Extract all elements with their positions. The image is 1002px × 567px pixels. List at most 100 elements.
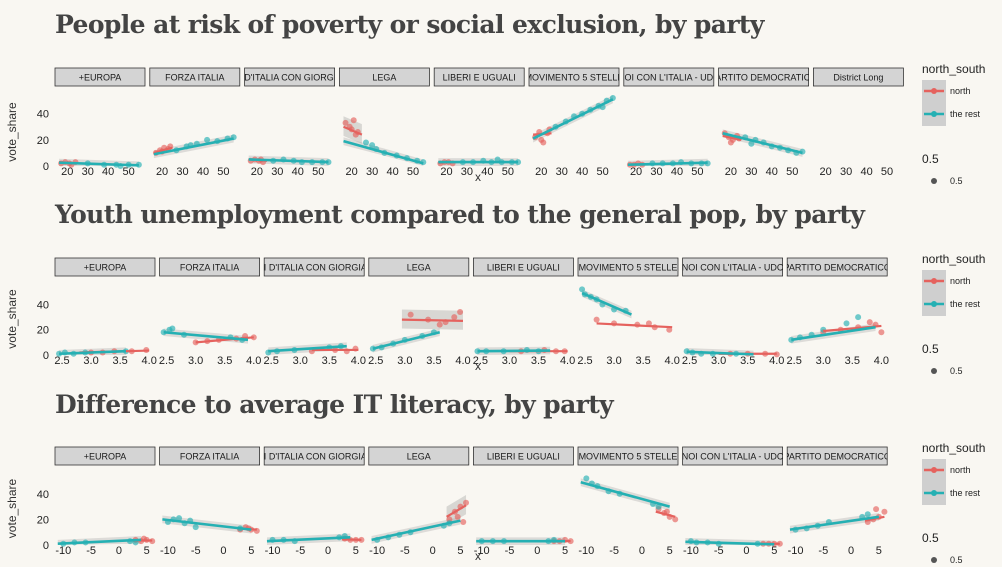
x-tick-label: 3.5 bbox=[635, 355, 650, 367]
north-point bbox=[460, 518, 467, 525]
rest-point bbox=[362, 139, 369, 146]
rest-point bbox=[369, 142, 376, 149]
facet-strip bbox=[338, 67, 430, 87]
x-tick-label: -5 bbox=[86, 545, 96, 557]
rest-fit-line bbox=[581, 291, 633, 316]
north-point bbox=[538, 136, 545, 143]
north-point bbox=[873, 506, 880, 513]
legend-size-point bbox=[931, 557, 937, 563]
x-tick-label: 20 bbox=[440, 166, 452, 178]
rest-fit-line bbox=[722, 132, 803, 155]
x-tick-label: 20 bbox=[61, 166, 73, 178]
north-point bbox=[881, 508, 888, 515]
x-tick-label: 3.5 bbox=[845, 355, 860, 367]
legend-key-point bbox=[931, 111, 937, 117]
rest-fit-line bbox=[477, 349, 551, 353]
y-axis-label: vote_share bbox=[5, 102, 19, 162]
x-tick-label: -5 bbox=[714, 545, 724, 557]
north-fit-line bbox=[722, 134, 742, 141]
x-tick-label: 20 bbox=[820, 166, 832, 178]
north-point bbox=[672, 516, 679, 523]
facet-strip-label: District Long bbox=[833, 73, 883, 83]
facet-strip-label: MOVIMENTO 5 STELLE bbox=[579, 263, 678, 273]
facet-strip bbox=[472, 446, 574, 466]
rest-point bbox=[843, 320, 850, 327]
rest-point bbox=[855, 314, 862, 321]
x-tick-label: 3.0 bbox=[711, 355, 726, 367]
north-fit-line bbox=[401, 318, 464, 322]
x-tick-label: 30 bbox=[461, 166, 473, 178]
facet-panel: NOI CON L'ITALIA - UDC 2.5 3.0 3.5 4.0 bbox=[682, 257, 784, 367]
legend-item-label: the rest bbox=[950, 488, 981, 498]
y-tick-label: 40 bbox=[37, 299, 49, 311]
legend-key-point bbox=[931, 301, 937, 307]
facet-panel: FRATELLI D'ITALIA CON GIORGIA MELONI -10 -… bbox=[263, 446, 365, 557]
facet-strip bbox=[54, 67, 146, 87]
facet-strip bbox=[433, 67, 525, 87]
facet-strip-label: FORZA ITALIA bbox=[180, 263, 239, 273]
x-tick-label: 2.5 bbox=[54, 355, 69, 367]
x-tick-label: 40 bbox=[197, 166, 209, 178]
legend-key-background bbox=[922, 80, 946, 126]
x-tick-label: -5 bbox=[609, 545, 619, 557]
facet-panel: PARTITO DEMOCRATICO 2.5 3.0 3.5 4.0 bbox=[787, 257, 889, 367]
facet-strip-label: FRATELLI D'ITALIA CON GIORGIA MELONI bbox=[200, 73, 378, 83]
x-tick-label: 3.0 bbox=[816, 355, 831, 367]
facet-strip-label: +EUROPA bbox=[84, 263, 127, 273]
x-tick-label: 4.0 bbox=[769, 355, 784, 367]
x-tick-label: 2.5 bbox=[682, 355, 697, 367]
rest-fit-line bbox=[789, 515, 880, 531]
legend-key-point bbox=[931, 278, 937, 284]
x-tick-label: 3.0 bbox=[502, 355, 517, 367]
x-tick-label: 30 bbox=[840, 166, 852, 178]
north-point bbox=[457, 309, 464, 316]
north-point bbox=[866, 319, 873, 326]
north-point bbox=[342, 119, 349, 126]
facet-strip bbox=[54, 446, 156, 466]
north-fit-line bbox=[341, 538, 362, 541]
facet-strip bbox=[528, 67, 620, 87]
x-tick-label: -5 bbox=[400, 545, 410, 557]
legend-size-point bbox=[931, 368, 937, 374]
x-tick-label: 5 bbox=[771, 545, 777, 557]
north-fit-line bbox=[343, 125, 363, 136]
legend-size-title: 0.5 bbox=[922, 342, 939, 356]
x-tick-label: 40 bbox=[481, 166, 493, 178]
x-axis-label: x bbox=[475, 549, 481, 563]
rest-fit-line bbox=[248, 158, 329, 164]
facet-strip bbox=[718, 67, 809, 87]
x-tick-label: 5 bbox=[457, 545, 463, 557]
north-point bbox=[463, 499, 470, 506]
x-tick-label: -10 bbox=[683, 545, 699, 557]
legend-size-label: 0.5 bbox=[950, 366, 963, 376]
north-fit-line bbox=[153, 146, 173, 154]
legend-item-label: north bbox=[950, 276, 971, 286]
legend-title: north_south bbox=[922, 441, 985, 455]
facet-strip-label: FORZA ITALIA bbox=[165, 73, 224, 83]
x-tick-label: 0 bbox=[639, 545, 645, 557]
y-tick-label: 0 bbox=[43, 540, 49, 552]
legend-item-label: north bbox=[950, 465, 971, 475]
rest-fit-line bbox=[532, 98, 614, 140]
facet-strip bbox=[244, 67, 336, 87]
rest-fit-line bbox=[266, 536, 351, 543]
x-tick-label: 0 bbox=[220, 545, 226, 557]
north-point bbox=[878, 329, 885, 336]
facet-strip-label: FORZA ITALIA bbox=[180, 452, 239, 462]
facet-strip-label: NOI CON L'ITALIA - UDC bbox=[682, 263, 784, 273]
x-tick-label: 0 bbox=[534, 545, 540, 557]
facet-panel: LIBERI E UGUALI -10 -5 0 5 bbox=[472, 446, 574, 557]
legend-item-label: the rest bbox=[950, 299, 981, 309]
north-fit-line bbox=[195, 336, 254, 344]
x-tick-label: -10 bbox=[265, 545, 281, 557]
x-tick-label: 40 bbox=[386, 166, 398, 178]
facet-panel: FORZA ITALIA -10 -5 0 5 bbox=[159, 446, 261, 557]
facet-panel: MOVIMENTO 5 STELLE 20 30 40 50 bbox=[528, 67, 620, 178]
rest-point bbox=[204, 136, 211, 143]
north-fit-line bbox=[864, 515, 885, 522]
x-tick-label: 40 bbox=[671, 166, 683, 178]
x-tick-label: -5 bbox=[295, 545, 305, 557]
facet-strip bbox=[623, 67, 715, 87]
